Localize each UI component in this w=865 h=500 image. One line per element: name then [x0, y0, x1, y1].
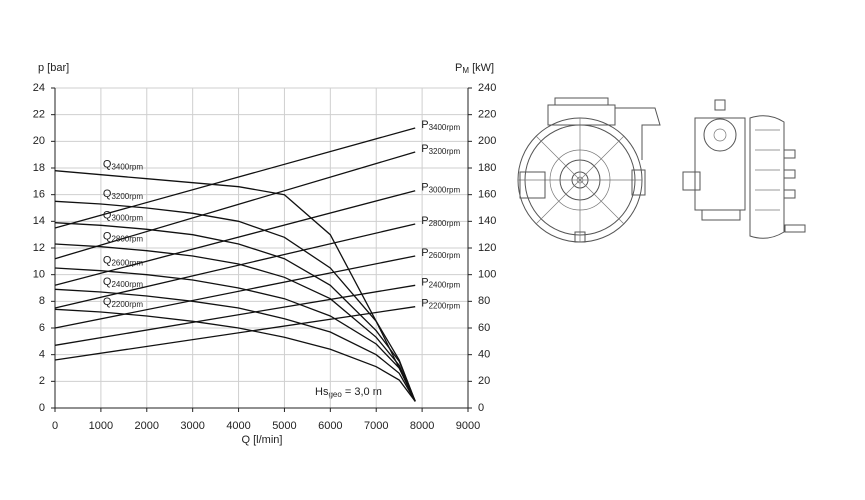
series-line: [54, 190, 416, 286]
x-tick-label: 4000: [226, 420, 250, 432]
y2-tick-label: 40: [478, 349, 490, 361]
y-tick-label: 10: [33, 269, 45, 281]
legend-label: P2600rpm: [421, 247, 460, 260]
y2-axis-label: PM [kW]: [455, 62, 494, 75]
series-line: [54, 267, 416, 402]
legend-label: P2800rpm: [421, 215, 460, 228]
y-tick-label: 8: [39, 295, 45, 307]
y-tick-label: 0: [39, 402, 45, 414]
legend-label: P2200rpm: [421, 298, 460, 311]
y2-tick-label: 80: [478, 295, 490, 307]
y-axis-label: p [bar]: [38, 62, 69, 74]
series-line: [54, 200, 416, 402]
series-line: [54, 170, 416, 402]
legend-label: Q3400rpm: [103, 159, 143, 172]
series-line: [54, 243, 416, 402]
x-axis-label: Q [l/min]: [242, 434, 283, 446]
x-tick-label: 0: [52, 420, 58, 432]
x-tick-label: 8000: [410, 420, 434, 432]
series-line: [54, 288, 416, 402]
y-tick-label: 6: [39, 322, 45, 334]
series-line: [54, 255, 416, 329]
pump-side-view: [682, 99, 806, 239]
y-tick-label: 18: [33, 162, 45, 174]
y2-tick-label: 220: [478, 109, 496, 121]
x-tick-label: 2000: [135, 420, 159, 432]
legend-label: Q2600rpm: [103, 255, 143, 268]
y-tick-label: 14: [33, 215, 45, 227]
y2-tick-label: 20: [478, 375, 490, 387]
y2-tick-label: 180: [478, 162, 496, 174]
series-line: [54, 127, 416, 229]
x-tick-label: 7000: [364, 420, 388, 432]
x-tick-label: 3000: [180, 420, 204, 432]
y2-tick-label: 100: [478, 269, 496, 281]
y2-tick-label: 160: [478, 189, 496, 201]
y2-tick-label: 200: [478, 135, 496, 147]
series-line: [54, 223, 416, 309]
y-tick-label: 4: [39, 349, 45, 361]
series-line: [54, 151, 416, 260]
series-line: [54, 222, 416, 402]
y-tick-label: 12: [33, 242, 45, 254]
x-tick-label: 5000: [272, 420, 296, 432]
y2-tick-label: 60: [478, 322, 490, 334]
y-tick-label: 22: [33, 109, 45, 121]
x-tick-label: 9000: [456, 420, 480, 432]
legend-label: P3000rpm: [421, 182, 460, 195]
y-tick-label: 2: [39, 375, 45, 387]
legend-label: Q2800rpm: [103, 231, 143, 244]
y-tick-label: 20: [33, 135, 45, 147]
y2-tick-label: 240: [478, 82, 496, 94]
y2-tick-label: 140: [478, 215, 496, 227]
annotation: Hsgeo = 3,0 m: [315, 386, 382, 399]
legend-label: Q2200rpm: [103, 296, 143, 309]
legend-label: P3200rpm: [421, 143, 460, 156]
y-tick-label: 24: [33, 82, 45, 94]
series-line: [54, 306, 416, 361]
legend-label: P3400rpm: [421, 119, 460, 132]
legend-label: Q3000rpm: [103, 209, 143, 222]
y2-tick-label: 120: [478, 242, 496, 254]
legend-label: Q2400rpm: [103, 276, 143, 289]
legend-label: P2400rpm: [421, 276, 460, 289]
series-line: [54, 284, 416, 346]
x-tick-label: 1000: [89, 420, 113, 432]
x-tick-label: 6000: [318, 420, 342, 432]
legend-label: Q3200rpm: [103, 188, 143, 201]
pump-front-view: [517, 97, 661, 243]
y-tick-label: 16: [33, 189, 45, 201]
y2-tick-label: 0: [478, 402, 484, 414]
